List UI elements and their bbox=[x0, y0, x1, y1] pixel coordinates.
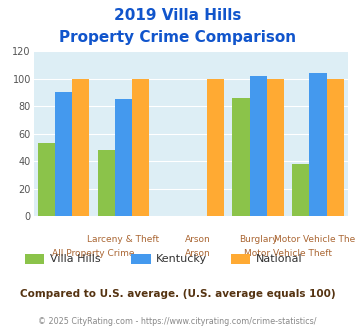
Text: © 2025 CityRating.com - https://www.cityrating.com/crime-statistics/: © 2025 CityRating.com - https://www.city… bbox=[38, 317, 317, 326]
Bar bbox=[132, 79, 149, 216]
Bar bbox=[72, 79, 89, 216]
Bar bbox=[207, 79, 224, 216]
Bar bbox=[55, 92, 72, 216]
Text: Kentucky: Kentucky bbox=[156, 254, 207, 264]
Bar bbox=[98, 150, 115, 216]
Bar bbox=[250, 76, 267, 216]
Text: National: National bbox=[256, 254, 302, 264]
Text: Villa Hills: Villa Hills bbox=[50, 254, 100, 264]
Text: All Property Crime: All Property Crime bbox=[52, 249, 135, 258]
Bar bbox=[327, 79, 344, 216]
Text: Burglary: Burglary bbox=[239, 235, 277, 245]
Text: Larceny & Theft: Larceny & Theft bbox=[87, 235, 159, 245]
Text: Compared to U.S. average. (U.S. average equals 100): Compared to U.S. average. (U.S. average … bbox=[20, 289, 335, 299]
Bar bbox=[115, 99, 132, 216]
Bar bbox=[267, 79, 284, 216]
Text: Motor Vehicle Theft: Motor Vehicle Theft bbox=[244, 249, 332, 258]
Text: 2019 Villa Hills: 2019 Villa Hills bbox=[114, 8, 241, 23]
Text: Motor Vehicle Theft: Motor Vehicle Theft bbox=[274, 235, 355, 245]
Bar bbox=[38, 143, 55, 216]
Bar bbox=[232, 98, 250, 216]
Text: Arson: Arson bbox=[185, 235, 211, 245]
Bar bbox=[292, 164, 309, 216]
Text: Property Crime Comparison: Property Crime Comparison bbox=[59, 30, 296, 45]
Text: Arson: Arson bbox=[185, 249, 211, 258]
Bar bbox=[309, 73, 327, 216]
